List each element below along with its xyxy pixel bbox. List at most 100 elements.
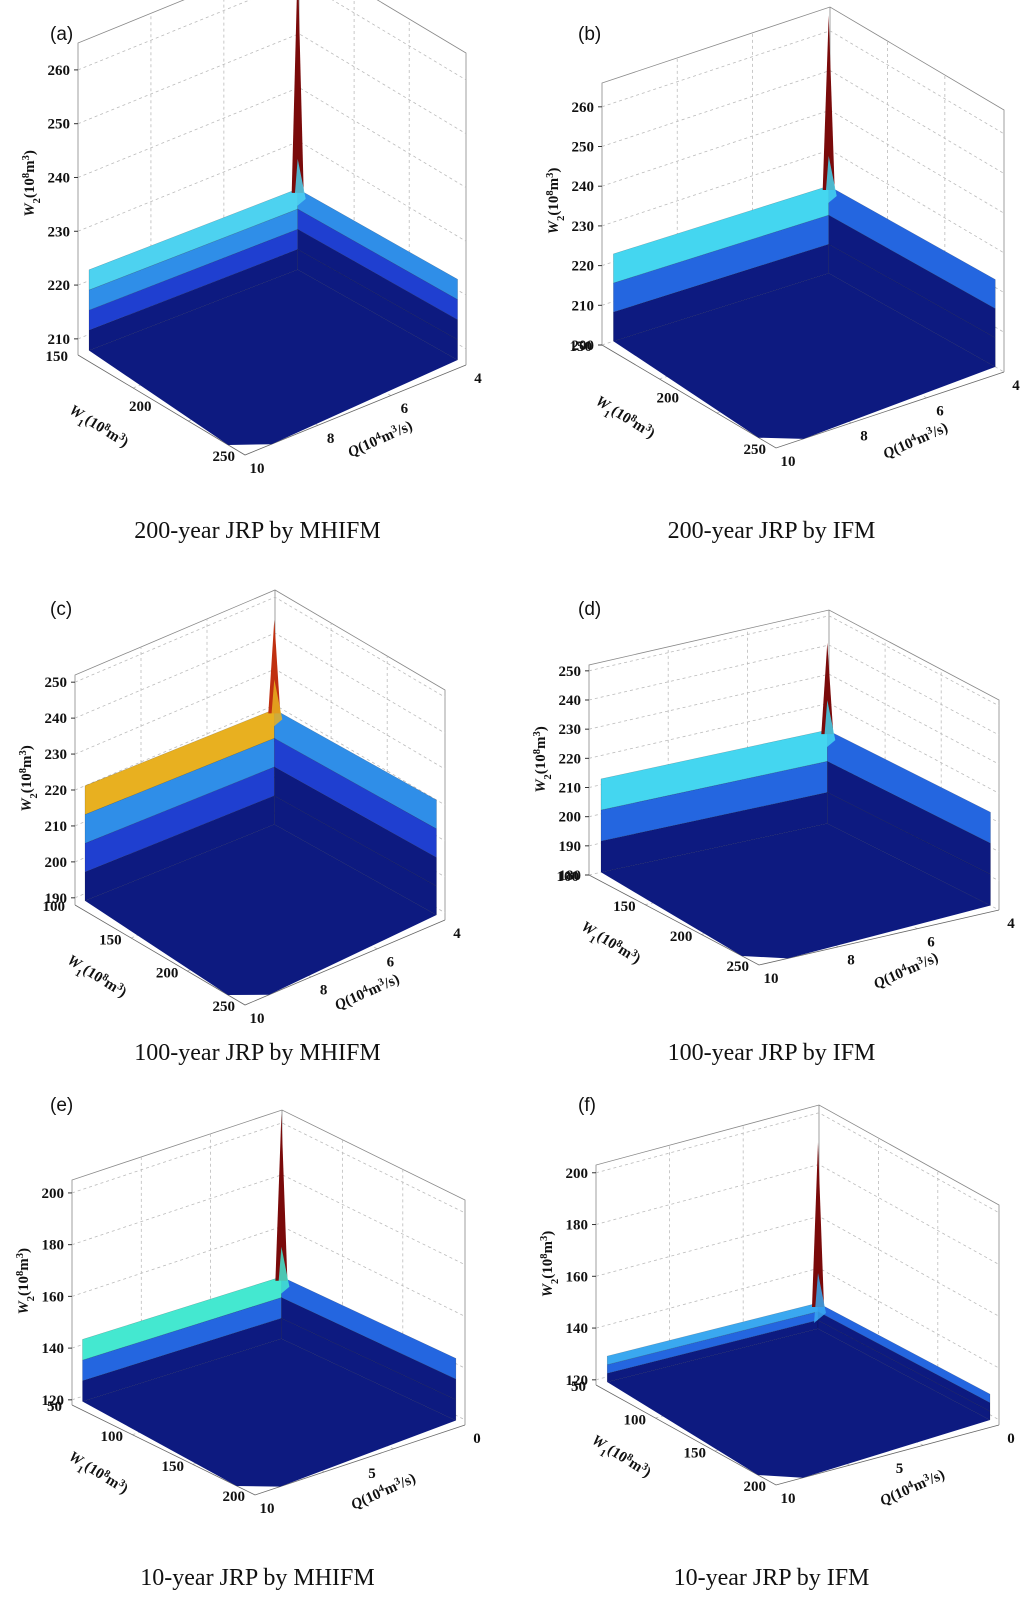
caption-b: 200-year JRP by IFM [667,518,876,544]
surface-floor [82,1338,456,1487]
z-grid-line [588,615,1000,707]
panel-letter-a: (a) [50,24,74,45]
z-axis-label: W2(108m3) [532,726,554,793]
caption-f: 10-year JRP by IFM [673,1565,870,1591]
caption-a: 200-year JRP by MHIFM [134,518,381,544]
q-axis-label: Q(104m3/s) [348,1469,418,1513]
panel-a: 210 220 230 240 250 260 W2(108m3) 150 200 250 W1(1… [0,0,515,544]
q-tick-label: 6 [927,934,935,950]
panel-d: 180 190 200 210 220 230 240 250 W2(108m3) 100 150 2… [514,575,1029,1105]
z-tick-label: 160 [42,1289,65,1305]
z-tick-label: 250 [559,664,582,680]
w1-tick-label: 100 [101,1429,124,1445]
w1-tick-label: 200 [129,399,152,415]
z-tick-label: 180 [559,868,582,884]
q-tick-label: 4 [474,371,482,387]
z-grid-line [71,1225,466,1317]
w1-tick-label: 200 [670,929,693,945]
z-tick-label: 200 [566,1166,589,1182]
panel-letter-c: (c) [50,599,73,620]
caption-e: 10-year JRP by MHIFM [140,1565,375,1591]
surface-floor [89,269,458,445]
surface [88,0,458,445]
q-tick-label: 8 [327,431,335,447]
z-tick-label: 200 [45,855,68,871]
surface-peak [275,1113,288,1281]
z-grid-line [74,596,446,698]
w1-tick-label: 150 [613,899,636,915]
surface-plot-f: 120140160180200W2(108m3)50100150200W1(10… [539,1104,1015,1509]
q-tick-label: 0 [1007,1431,1015,1447]
z-grid-line [77,87,467,188]
q-tick-label: 8 [320,983,328,999]
z-tick-label: 210 [45,819,68,835]
z-grid-line [77,0,467,81]
surface-plot-a: 210 220 230 240 250 260 W2(108m3) 150 200 250 W1(1… [21,0,482,477]
w1-tick-label: 150 [162,1459,185,1475]
w1-axis-label: W1(108m3) [62,951,130,1005]
panel-f: 120 140 160 180 200 W2(108m3) 50 100 150 200 W1(10… [514,1075,1029,1605]
z-grid-line [77,140,467,242]
w1-tick-label: 100 [624,1412,647,1428]
surface-plot-d: 180 190 200 210 220 230 240 250 W2(108m3) 100 150 2… [532,609,1015,993]
z-tick-label: 240 [559,693,582,709]
w1-tick-label: 150 [99,932,122,948]
q-tick-label: 5 [896,1461,904,1477]
z-tick-label: 140 [42,1341,65,1357]
q-tick-label: 4 [453,926,461,942]
surface-plot-c: 190 200 210 220 230 240 250 W2(108m3) 100 150 200 2… [18,589,461,1027]
q-axis-label: Q(104m3/s) [345,417,415,461]
z-tick-label: 180 [42,1238,65,1254]
q-tick-label: 6 [936,403,944,419]
q-tick-label: 10 [781,454,796,470]
z-tick-label: 260 [48,63,71,79]
surface [82,1113,457,1487]
surface-peak-base [824,156,837,206]
z-tick-label: 200 [572,338,595,354]
box-frame [77,0,467,365]
surface-peak [268,619,281,714]
z-tick-label: 180 [566,1218,589,1234]
w1-tick-label: 150 [684,1446,707,1462]
q-tick-label: 8 [847,953,855,969]
surface-peak [291,0,304,193]
z-tick-label: 240 [572,179,595,195]
z-tick-label: 230 [559,722,582,738]
z-tick-label: 200 [42,1186,65,1202]
surface-plot-e: 120140160180200W2(108m3)50100150200W1(10… [15,1109,481,1517]
surface-peak-base [270,679,283,730]
z-tick-label: 250 [572,140,595,156]
z-grid-line [595,1112,1000,1214]
w1-tick-label: 200 [744,1479,767,1495]
q-tick-label: 6 [387,954,395,970]
w1-tick-label: 250 [213,449,236,465]
z-tick-label: 120 [566,1373,589,1389]
w1-tick-label: 50 [571,1379,586,1395]
w1-axis-label: W1(108m3) [63,1447,131,1501]
w1-tick-label: 200 [657,391,680,407]
z-tick-label: 210 [572,298,595,314]
surface-peak-base [823,700,836,751]
surface-floor [85,824,437,995]
q-tick-label: 4 [1012,378,1020,394]
z-tick-label: 210 [559,781,582,797]
w1-tick-label: 200 [223,1489,246,1505]
surface-peak-base [277,1246,290,1297]
z-grid-line [595,1164,1000,1265]
box-floor-edge [595,1384,1000,1486]
q-tick-label: 8 [860,429,868,445]
z-tick-label: 220 [45,783,68,799]
z-tick-label: 210 [48,332,71,348]
z-axis-label: W2(108m3) [539,1231,561,1298]
caption-c: 100-year JRP by MHIFM [134,1040,381,1066]
surface-floor [601,823,991,959]
surface-peak [812,1142,824,1307]
box-floor-edge [77,354,467,456]
z-grid-line [588,644,1000,736]
z-tick-label: 230 [572,219,595,235]
box-floor-edge [74,904,446,1006]
z-tick-label: 140 [566,1321,589,1337]
z-axis-label: W2(108m3) [545,168,567,235]
w1-axis-label: W1(108m3) [576,917,644,971]
q-tick-label: 10 [250,461,265,477]
